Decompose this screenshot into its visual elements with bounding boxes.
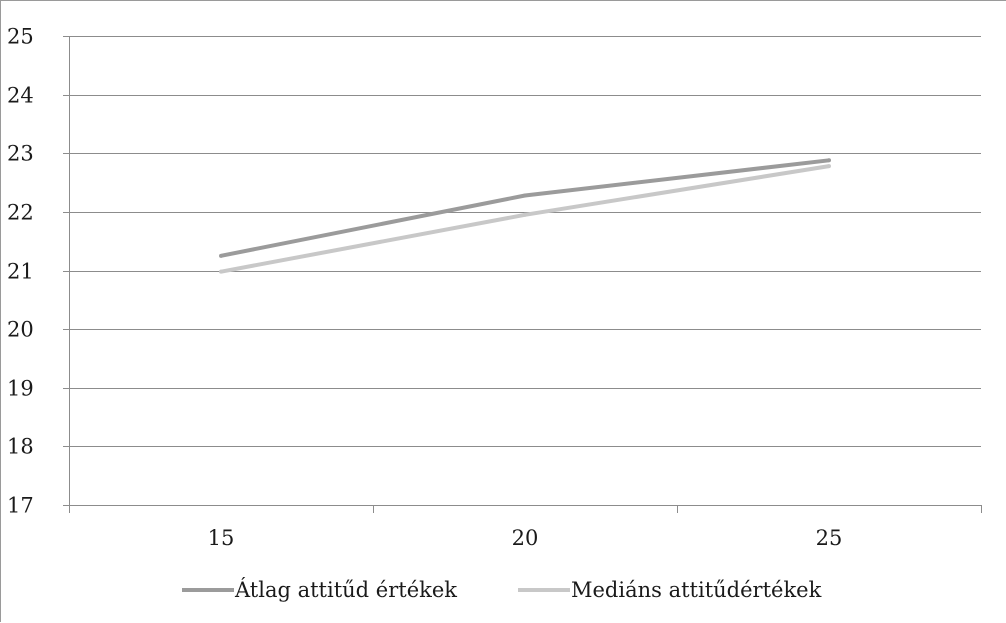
series-line-0 <box>220 158 830 258</box>
y-tick-label: 21 <box>7 260 34 284</box>
legend-label-1: Mediáns attitűdértékek <box>571 578 822 602</box>
y-tick-label: 23 <box>7 142 34 166</box>
tick-labels: 17 18 19 20 21 22 23 24 25 15 20 25 <box>7 25 842 551</box>
series-1-point <box>827 164 831 169</box>
axes <box>63 36 982 513</box>
series-0-point <box>523 193 527 198</box>
gridlines <box>69 36 981 447</box>
series-0-point <box>827 158 831 163</box>
legend: Átlag attitűd értékek Mediáns attitűdérté… <box>182 578 822 602</box>
y-tick-label: 24 <box>7 84 34 108</box>
y-tick-label: 19 <box>7 377 34 401</box>
y-tick-label: 22 <box>7 201 34 225</box>
series-lines <box>219 158 831 274</box>
series-0-point <box>219 253 223 258</box>
y-tick-label: 18 <box>7 435 34 459</box>
y-tick-label: 17 <box>7 494 34 518</box>
x-tick-label: 25 <box>816 526 843 550</box>
x-tick-label: 20 <box>512 526 539 550</box>
series-1-point <box>219 269 223 274</box>
series-1-point <box>523 212 527 217</box>
y-tick-label: 25 <box>7 25 34 49</box>
legend-label-0: Átlag attitűd értékek <box>234 578 457 602</box>
y-tick-label: 20 <box>7 318 34 342</box>
x-tick-label: 15 <box>208 526 235 550</box>
series-line-1 <box>220 164 830 274</box>
